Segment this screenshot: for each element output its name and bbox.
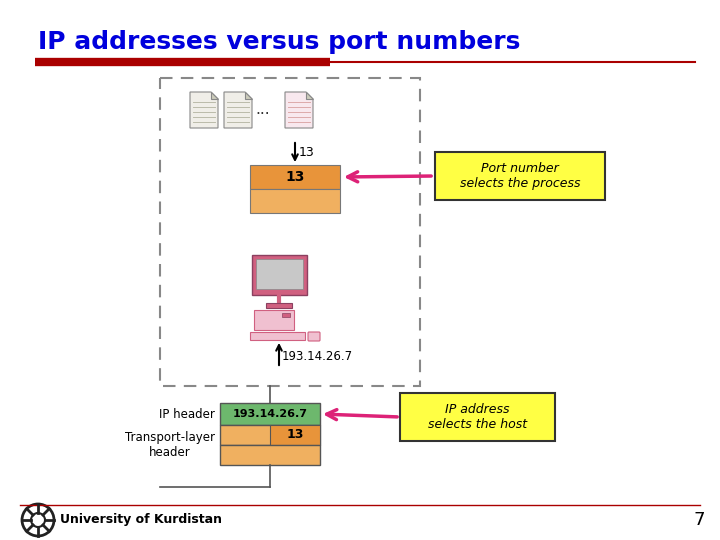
Polygon shape (211, 92, 218, 99)
Bar (250, 165, 340, 189)
Text: University of Kurdistan: University of Kurdistan (60, 514, 222, 526)
Bar (270, 425, 320, 445)
Polygon shape (224, 92, 252, 128)
Bar (400, 393, 555, 441)
Text: 13: 13 (299, 145, 315, 159)
Bar (220, 425, 320, 445)
Bar (266, 303, 292, 308)
Text: 193.14.26.7: 193.14.26.7 (233, 409, 307, 419)
Bar (250, 332, 305, 340)
Bar (160, 78, 420, 386)
Polygon shape (306, 92, 313, 99)
Text: IP addresses versus port numbers: IP addresses versus port numbers (38, 30, 521, 54)
Bar (250, 189, 340, 213)
Polygon shape (285, 92, 313, 128)
Bar (256, 259, 303, 289)
Text: IP header: IP header (159, 408, 215, 421)
FancyBboxPatch shape (308, 332, 320, 341)
Polygon shape (245, 92, 252, 99)
Bar (282, 313, 290, 317)
Bar (252, 255, 307, 295)
Text: 193.14.26.7: 193.14.26.7 (282, 349, 353, 362)
Bar (220, 445, 320, 465)
Text: 13: 13 (287, 429, 304, 442)
Polygon shape (190, 92, 218, 128)
Bar (220, 403, 320, 425)
Text: 7: 7 (693, 511, 705, 529)
Bar (435, 152, 605, 200)
Text: 13: 13 (285, 170, 305, 184)
Bar (254, 310, 294, 330)
Text: IP address
selects the host: IP address selects the host (428, 403, 527, 431)
Text: Transport-layer
header: Transport-layer header (125, 431, 215, 459)
Text: Port number
selects the process: Port number selects the process (460, 162, 580, 190)
Text: ...: ... (256, 103, 270, 118)
